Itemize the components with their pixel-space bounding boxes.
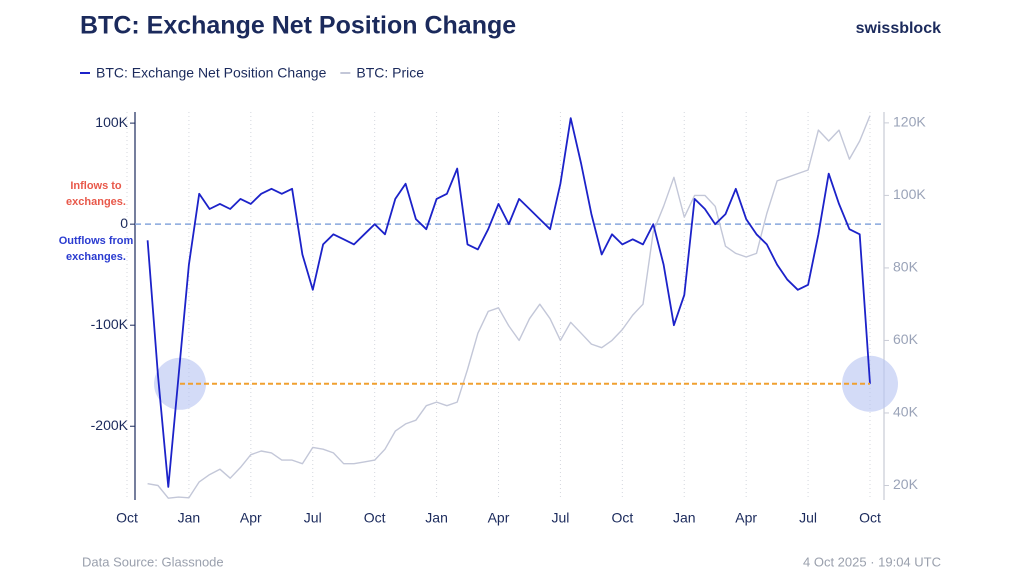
annotation-line: exchanges. bbox=[66, 251, 126, 263]
legend-label: BTC: Price bbox=[356, 65, 424, 81]
legend-label: BTC: Exchange Net Position Change bbox=[96, 65, 327, 81]
y-tick-label: 0 bbox=[120, 215, 128, 231]
x-tick-label: Jul bbox=[304, 510, 322, 526]
y2-tick-label: 120K bbox=[893, 114, 926, 130]
y2-tick-label: 80K bbox=[893, 259, 919, 275]
chart-title: BTC: Exchange Net Position Change bbox=[80, 12, 516, 40]
annotation: Outflows from exchanges. bbox=[59, 235, 134, 263]
y-tick-label: 100K bbox=[95, 114, 128, 130]
source: Data Source: Glassnode bbox=[82, 554, 224, 569]
timestamp: 4 Oct 2025 · 19:04 UTC bbox=[803, 554, 941, 569]
x-tick-label: Jul bbox=[799, 510, 817, 526]
y2-tick-label: 100K bbox=[893, 186, 926, 202]
y2-tick-label: 40K bbox=[893, 404, 919, 420]
y-tick-label: -100K bbox=[91, 316, 129, 332]
x-tick-label: Jan bbox=[673, 510, 696, 526]
y2-tick-label: 60K bbox=[893, 331, 919, 347]
annotation-line: exchanges. bbox=[66, 196, 126, 208]
series-line bbox=[147, 115, 871, 499]
x-tick-label: Oct bbox=[116, 510, 138, 526]
annotation-line: Inflows to bbox=[70, 180, 122, 192]
x-tick-label: Jan bbox=[178, 510, 201, 526]
x-tick-label: Oct bbox=[364, 510, 386, 526]
annotation-line: Outflows from bbox=[59, 235, 134, 247]
x-tick-label: Apr bbox=[240, 510, 262, 526]
y2-tick-label: 20K bbox=[893, 476, 919, 492]
brand: swissblock bbox=[856, 20, 941, 37]
y-tick-label: -200K bbox=[91, 417, 129, 433]
x-tick-label: Oct bbox=[859, 510, 881, 526]
x-tick-label: Apr bbox=[488, 510, 510, 526]
annotation: Inflows to exchanges. bbox=[66, 180, 126, 208]
series-line bbox=[146, 117, 871, 488]
x-tick-label: Apr bbox=[735, 510, 757, 526]
x-tick-label: Oct bbox=[611, 510, 633, 526]
x-tick-label: Jul bbox=[551, 510, 569, 526]
x-tick-label: Jan bbox=[425, 510, 448, 526]
